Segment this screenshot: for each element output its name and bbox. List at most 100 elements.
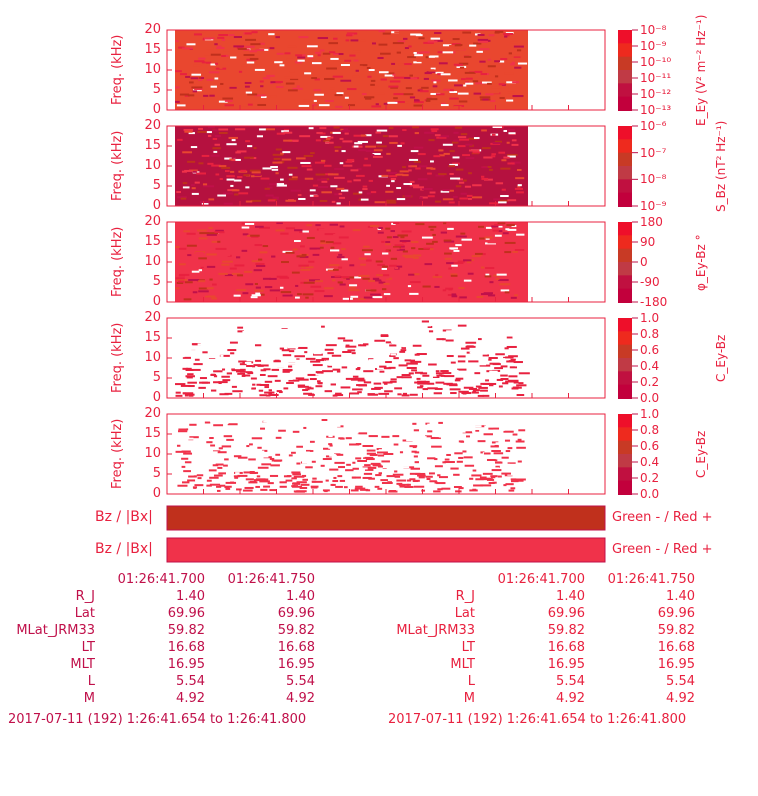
spectrogram-pixel — [487, 82, 492, 85]
spectrogram-pixel — [401, 394, 410, 397]
spectrogram-pixel — [335, 453, 344, 456]
spectrogram-pixel — [229, 356, 237, 359]
colorbar-label: E_Ey (V² m⁻² Hz⁻¹) — [694, 14, 708, 126]
spectrogram-pixel — [325, 141, 334, 144]
spectrogram-pixel — [287, 346, 299, 349]
spectrogram-panel-5 — [166, 413, 606, 495]
spectrogram-pixel — [385, 190, 394, 193]
spectrogram-pixel — [402, 129, 407, 132]
spectrogram-pixel — [461, 433, 473, 436]
spectrogram-pixel — [479, 333, 485, 336]
spectrogram-pixel — [178, 263, 186, 266]
spectrogram-pixel — [325, 241, 334, 244]
spectrogram-pixel — [394, 267, 399, 270]
ephemeris-value: 16.68 — [167, 640, 205, 655]
colorbar-2 — [618, 125, 638, 207]
spectrogram-pixel — [386, 236, 392, 239]
spectrogram-pixel — [239, 351, 249, 354]
colorbar-segment — [618, 70, 632, 85]
spectrogram-pixel — [287, 347, 296, 350]
spectrogram-pixel — [473, 484, 484, 487]
spectrogram-pixel — [355, 174, 365, 177]
spectrogram-pixel — [458, 456, 464, 459]
spectrogram-pixel — [450, 361, 456, 364]
spectrogram-pixel — [508, 375, 518, 378]
spectrogram-pixel — [330, 57, 339, 60]
spectrogram-pixel — [339, 225, 345, 228]
spectrogram-pixel — [221, 263, 230, 266]
spectrogram-pixel — [320, 464, 325, 467]
spectrogram-pixel — [395, 449, 399, 452]
spectrogram-pixel — [369, 453, 378, 456]
spectrogram-pixel — [325, 344, 337, 347]
spectrogram-pixel — [491, 325, 497, 328]
spectrogram-pixel — [182, 182, 188, 185]
spectrogram-pixel — [230, 170, 235, 173]
spectrogram-pixel — [440, 73, 451, 76]
spectrogram-pixel — [251, 437, 263, 440]
spectrogram-pixel — [381, 288, 387, 291]
spectrogram-pixel — [479, 476, 487, 479]
spectrogram-pixel — [221, 166, 231, 169]
spectrogram-pixel — [507, 155, 516, 158]
spectrogram-pixel — [223, 192, 233, 195]
spectrogram-pixel — [429, 480, 437, 483]
ephemeris-label: R_J — [75, 589, 95, 604]
spectrogram-pixel — [215, 463, 224, 466]
spectrogram-pixel — [467, 272, 474, 275]
spectrogram-pixel — [453, 249, 460, 252]
spectrogram-pixel — [393, 97, 398, 100]
spectrogram-pixel — [279, 422, 286, 425]
spectrogram-pixel — [428, 363, 437, 366]
spectrogram-pixel — [206, 484, 212, 487]
spectrogram-pixel — [500, 289, 510, 292]
spectrogram-pixel — [209, 437, 214, 440]
spectrogram-pixel — [417, 178, 428, 181]
ephemeris-value: 5.54 — [176, 674, 205, 689]
spectrogram-pixel — [442, 44, 452, 47]
spectrogram-pixel — [460, 232, 466, 235]
spectrogram-pixel — [503, 484, 507, 487]
spectrogram-pixel — [379, 370, 385, 373]
spectrogram-pixel — [490, 445, 499, 448]
spectrogram-pixel — [432, 233, 436, 236]
spectrogram-pixel — [231, 334, 240, 337]
spectrogram-pixel — [307, 431, 314, 434]
spectrogram-pixel — [350, 295, 359, 298]
spectrogram-pixel — [507, 199, 517, 202]
spectrogram-pixel — [198, 280, 206, 283]
spectrogram-pixel — [454, 48, 465, 51]
spectrogram-pixel — [506, 153, 518, 156]
spectrogram-pixel — [221, 445, 232, 448]
spectrogram-pixel — [269, 457, 275, 460]
spectrogram-pixel — [491, 469, 502, 472]
spectrogram-pixel — [176, 281, 184, 284]
spectrogram-pixel — [259, 480, 270, 483]
spectrogram-pixel — [231, 368, 235, 371]
spectrogram-pixel — [383, 102, 388, 105]
spectrogram-pixel — [175, 245, 180, 248]
spectrogram-pixel — [488, 357, 498, 360]
spectrogram-panel-3 — [166, 221, 606, 303]
spectrogram-pixel — [363, 472, 373, 475]
spectrogram-pixel — [190, 350, 201, 353]
spectrogram-pixel — [305, 429, 313, 432]
spectrogram-pixel — [209, 320, 218, 323]
spectrogram-pixel — [257, 293, 265, 296]
spectrogram-pixel — [381, 278, 386, 281]
spectrogram-pixel — [259, 80, 264, 83]
spectrogram-pixel — [490, 91, 500, 94]
spectrogram-pixel — [425, 475, 433, 478]
spectrogram-pixel — [237, 47, 247, 50]
spectrogram-pixel — [365, 97, 372, 100]
spectrogram-pixel — [268, 389, 272, 392]
spectrogram-pixel — [499, 199, 509, 202]
spectrogram-pixel — [350, 489, 359, 492]
spectrogram-pixel — [397, 40, 406, 43]
spectrogram-pixel — [383, 293, 391, 296]
spectrogram-pixel — [257, 329, 264, 332]
spectrogram-pixel — [454, 452, 463, 455]
spectrogram-pixel — [385, 417, 397, 420]
spectrogram-pixel — [442, 143, 453, 146]
spectrogram-pixel — [480, 484, 492, 487]
